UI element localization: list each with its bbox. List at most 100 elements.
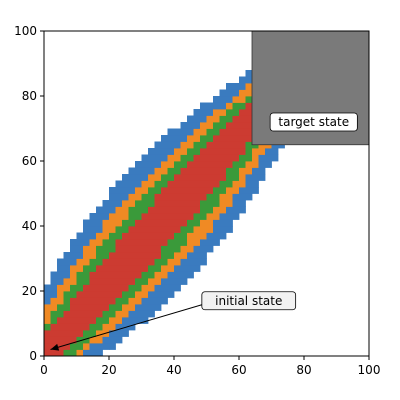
- heatmap-cell: [96, 349, 103, 357]
- heatmap-cell: [89, 258, 97, 266]
- heatmap-cell: [187, 252, 194, 259]
- heatmap-cell: [83, 310, 90, 318]
- heatmap-cell: [44, 310, 51, 318]
- heatmap-cell: [115, 245, 123, 253]
- heatmap-cell: [135, 232, 142, 240]
- heatmap-cell: [115, 206, 123, 214]
- heatmap-cell: [96, 206, 103, 214]
- heatmap-cell: [206, 206, 214, 214]
- x-tick-label: 0: [40, 363, 48, 377]
- heatmap-cell: [70, 349, 77, 357]
- heatmap-cell: [122, 187, 129, 194]
- heatmap-cell: [226, 206, 233, 214]
- heatmap-cell: [239, 200, 246, 207]
- heatmap-cell: [239, 167, 246, 175]
- heatmap-cell: [44, 336, 51, 344]
- heatmap-cell: [193, 109, 201, 116]
- heatmap-cell: [193, 128, 201, 136]
- heatmap-cell: [187, 245, 194, 253]
- x-axis-ticks: 0 20 40 60 80 100: [40, 356, 380, 377]
- heatmap-cell: [148, 239, 155, 246]
- heatmap-cell: [122, 232, 129, 240]
- heatmap-cell: [187, 239, 194, 246]
- heatmap-cell: [63, 304, 71, 311]
- heatmap-cell: [109, 271, 116, 279]
- heatmap-cell: [213, 96, 220, 103]
- heatmap-cell: [154, 174, 162, 181]
- heatmap-cell: [174, 174, 181, 181]
- heatmap-cell: [96, 239, 103, 246]
- heatmap-cell: [226, 83, 233, 90]
- heatmap-cell: [245, 76, 253, 84]
- heatmap-cell: [213, 219, 220, 227]
- heatmap-cell: [206, 239, 214, 246]
- heatmap-cell: [180, 206, 188, 214]
- heatmap-cell: [180, 252, 188, 259]
- heatmap-cell: [102, 343, 110, 350]
- heatmap-cell: [219, 135, 227, 142]
- heatmap-cell: [226, 187, 233, 194]
- heatmap-cell: [200, 128, 207, 136]
- heatmap-cell: [57, 304, 64, 311]
- heatmap-cell: [200, 135, 207, 142]
- heatmap-cell: [265, 161, 272, 168]
- heatmap-cell: [109, 265, 116, 272]
- heatmap-cell: [115, 258, 123, 266]
- heatmap-cell: [141, 226, 149, 233]
- heatmap-cell: [76, 304, 84, 311]
- heatmap-cell: [154, 271, 162, 279]
- heatmap-cell: [187, 219, 194, 227]
- heatmap-cell: [161, 252, 168, 259]
- heatmap-cell: [167, 154, 175, 162]
- heatmap-cell: [232, 83, 240, 90]
- heatmap-cell: [128, 297, 136, 305]
- heatmap-cell: [122, 200, 129, 207]
- heatmap-cell: [167, 252, 175, 259]
- heatmap-cell: [206, 213, 214, 220]
- heatmap-cell: [89, 252, 97, 259]
- heatmap-cell: [148, 297, 155, 305]
- heatmap-cell: [180, 187, 188, 194]
- heatmap-cell: [187, 258, 194, 266]
- heatmap-cell: [167, 148, 175, 155]
- heatmap-cell: [154, 239, 162, 246]
- heatmap-cell: [239, 135, 246, 142]
- heatmap-cell: [135, 219, 142, 227]
- heatmap-cell: [245, 187, 253, 194]
- heatmap-cell: [180, 161, 188, 168]
- heatmap-cell: [50, 304, 58, 311]
- heatmap-cell: [135, 161, 142, 168]
- heatmap-cell: [213, 141, 220, 149]
- heatmap-cell: [161, 284, 168, 292]
- heatmap-cell: [141, 206, 149, 214]
- heatmap-cell: [161, 206, 168, 214]
- heatmap-cell: [206, 135, 214, 142]
- heatmap-cell: [187, 167, 194, 175]
- heatmap-cell: [148, 219, 155, 227]
- heatmap-cell: [226, 102, 233, 110]
- heatmap-cell: [187, 271, 194, 279]
- heatmap-cell: [174, 252, 181, 259]
- heatmap-cell: [109, 239, 116, 246]
- heatmap-cell: [102, 284, 110, 292]
- heatmap-cell: [83, 291, 90, 298]
- heatmap-cell: [70, 291, 77, 298]
- heatmap-cell: [232, 206, 240, 214]
- heatmap-cell: [193, 252, 201, 259]
- heatmap-cell: [148, 200, 155, 207]
- heatmap-cell: [109, 213, 116, 220]
- heatmap-cell: [187, 174, 194, 181]
- heatmap-cell: [89, 271, 97, 279]
- heatmap-cell: [187, 180, 194, 188]
- heatmap-cell: [70, 265, 77, 272]
- heatmap-cell: [102, 226, 110, 233]
- heatmap-cell: [161, 135, 168, 142]
- heatmap-cell: [89, 323, 97, 331]
- heatmap-cell: [180, 265, 188, 272]
- heatmap-cell: [83, 343, 90, 350]
- heatmap-cell: [226, 115, 233, 123]
- heatmap-cell: [128, 193, 136, 201]
- heatmap-cell: [245, 167, 253, 175]
- heatmap-cell: [271, 148, 279, 155]
- heatmap-cell: [167, 141, 175, 149]
